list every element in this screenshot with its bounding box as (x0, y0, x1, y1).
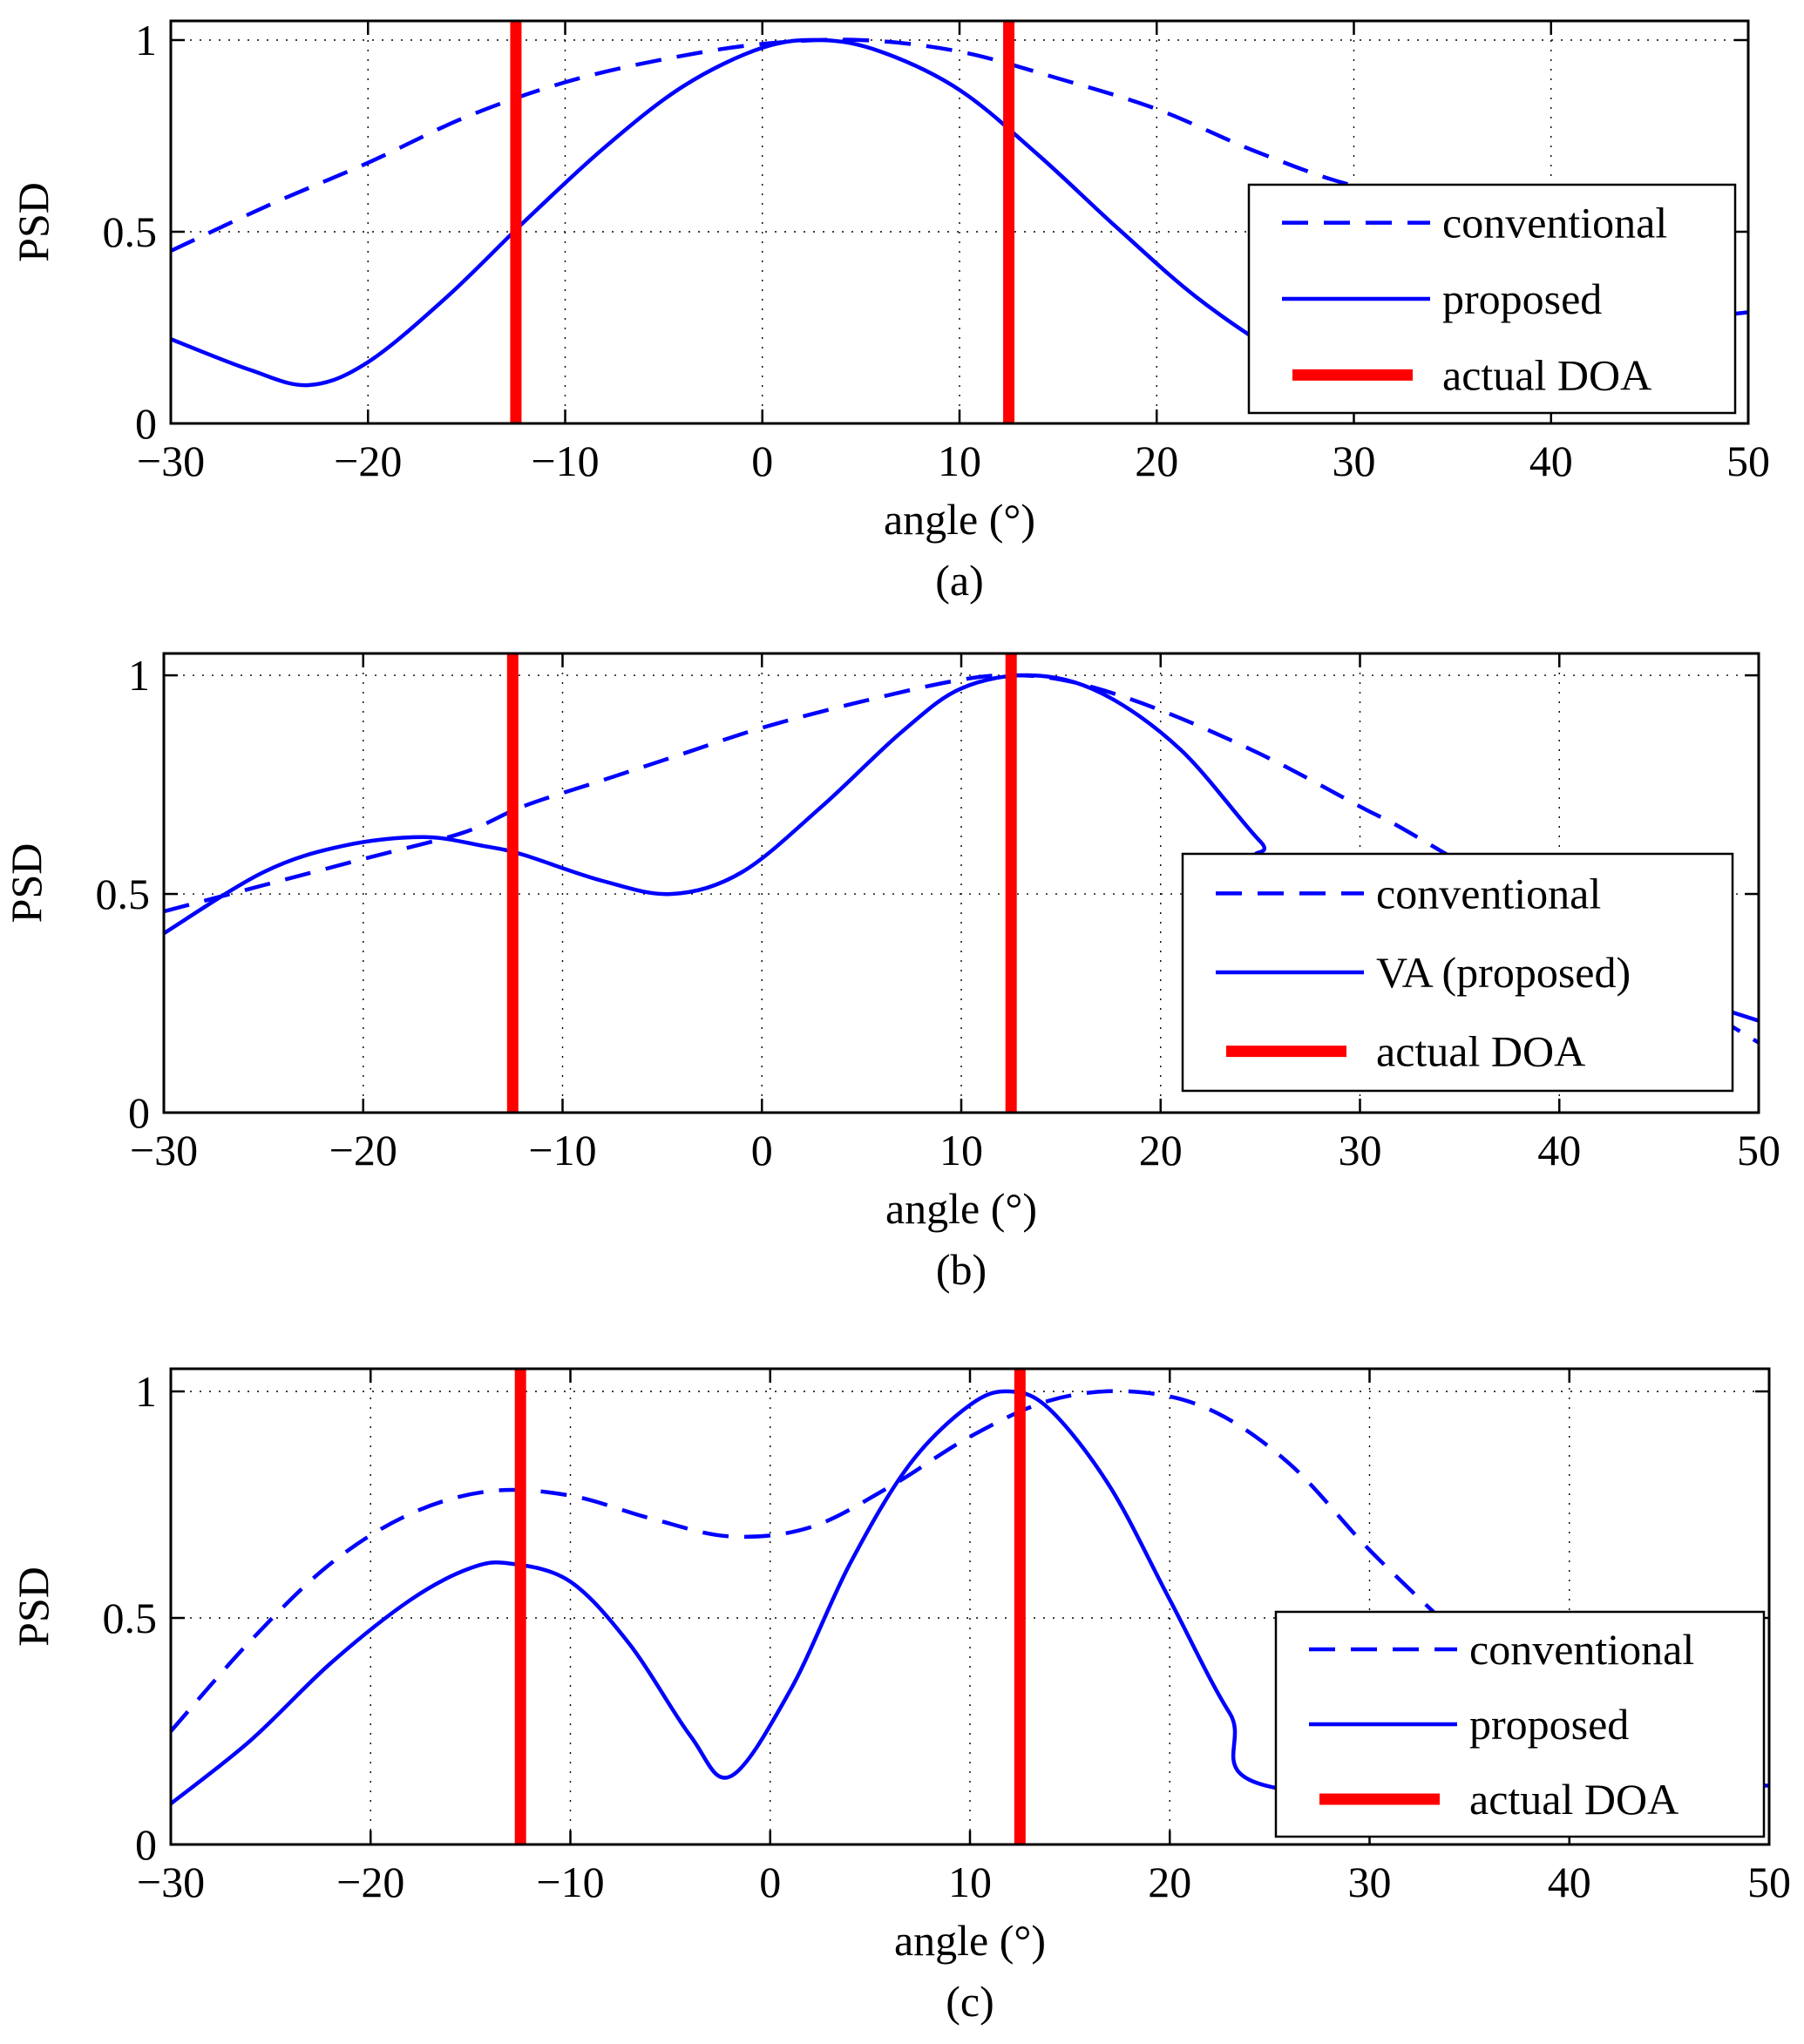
y-tick-label: 1 (135, 1367, 157, 1416)
x-tick-label: −20 (334, 437, 402, 485)
y-tick-label: 0.5 (103, 1594, 158, 1642)
x-axis-label: angle (°) (894, 1916, 1046, 1965)
series-line-va-proposed (164, 673, 1759, 1023)
legend-label: proposed (1442, 274, 1602, 323)
y-tick-label: 1 (128, 651, 150, 700)
legend: conventional proposed actual DOA (1247, 183, 1737, 415)
x-tick-label: 30 (1348, 1858, 1392, 1906)
x-tick-label: 20 (1148, 1858, 1191, 1906)
panel-label: (a) (935, 556, 984, 605)
legend-label: conventional (1376, 869, 1601, 917)
y-tick-label: 0.5 (103, 207, 158, 256)
x-tick-label: −30 (137, 437, 205, 485)
legend-label: actual DOA (1376, 1027, 1585, 1076)
x-tick-label: 50 (1726, 437, 1770, 485)
legend-label: VA (proposed) (1376, 948, 1631, 997)
x-tick-label: 40 (1537, 1126, 1581, 1174)
x-tick-label: −20 (329, 1126, 397, 1174)
x-tick-label: 20 (1139, 1126, 1183, 1174)
legend-label: actual DOA (1469, 1775, 1679, 1824)
legend: conventional proposed actual DOA (1274, 1610, 1766, 1838)
x-tick-label: 0 (759, 1858, 781, 1906)
x-tick-label: 0 (751, 1126, 773, 1174)
y-tick-label: 0 (135, 1820, 157, 1869)
x-tick-label: −30 (137, 1858, 205, 1906)
legend-label: conventional (1442, 199, 1667, 247)
x-tick-label: 10 (938, 437, 981, 485)
x-tick-label: −10 (536, 1858, 604, 1906)
legend: conventional VA (proposed) actual DOA (1181, 852, 1734, 1093)
x-tick-label: 50 (1747, 1858, 1791, 1906)
series-line-proposed (171, 1389, 1769, 1805)
panel-label: (b) (936, 1245, 987, 1294)
x-tick-label: 50 (1737, 1126, 1780, 1174)
x-axis-label: angle (°) (885, 1184, 1037, 1233)
x-tick-label: 0 (751, 437, 773, 485)
chart-panel-b: −30 −20 −10 0 10 20 30 40 50 0 0.5 1 angle (°) PSD (b)… (2, 651, 1780, 1294)
chart-panel-a: −30 −20 −10 0 10 20 30 40 50 0 0.5 1 angle (°) PSD (a)… (9, 16, 1770, 605)
x-tick-label: 40 (1529, 437, 1573, 485)
plot-area (171, 1369, 1769, 1844)
y-tick-label: 0.5 (96, 870, 151, 918)
y-axis-label: PSD (9, 1567, 58, 1647)
y-axis-label: PSD (2, 843, 51, 924)
y-axis-label: PSD (9, 182, 58, 262)
x-tick-label: 20 (1135, 437, 1178, 485)
y-tick-label: 0 (135, 399, 157, 448)
legend-label: conventional (1469, 1625, 1694, 1674)
y-tick-label: 1 (135, 16, 157, 64)
x-tick-label: −20 (336, 1858, 404, 1906)
panel-label: (c) (946, 1977, 994, 2026)
x-tick-label: −10 (531, 437, 599, 485)
series-line-conventional (171, 1389, 1451, 1733)
chart-panel-c: −30 −20 −10 0 10 20 30 40 50 0 0.5 1 angle (°) PSD (c)… (9, 1367, 1791, 2026)
legend-label: proposed (1469, 1700, 1629, 1749)
x-tick-label: 40 (1548, 1858, 1591, 1906)
plot-area (164, 653, 1759, 1113)
series-line-conventional (164, 673, 1759, 1045)
x-axis-label: angle (°) (884, 495, 1035, 544)
x-tick-label: 30 (1339, 1126, 1382, 1174)
x-tick-label: 30 (1333, 437, 1376, 485)
x-tick-label: −30 (130, 1126, 198, 1174)
x-tick-label: 10 (948, 1858, 992, 1906)
y-tick-label: 0 (128, 1088, 150, 1137)
legend-label: actual DOA (1442, 350, 1651, 399)
x-tick-label: 10 (939, 1126, 983, 1174)
x-tick-label: −10 (528, 1126, 596, 1174)
